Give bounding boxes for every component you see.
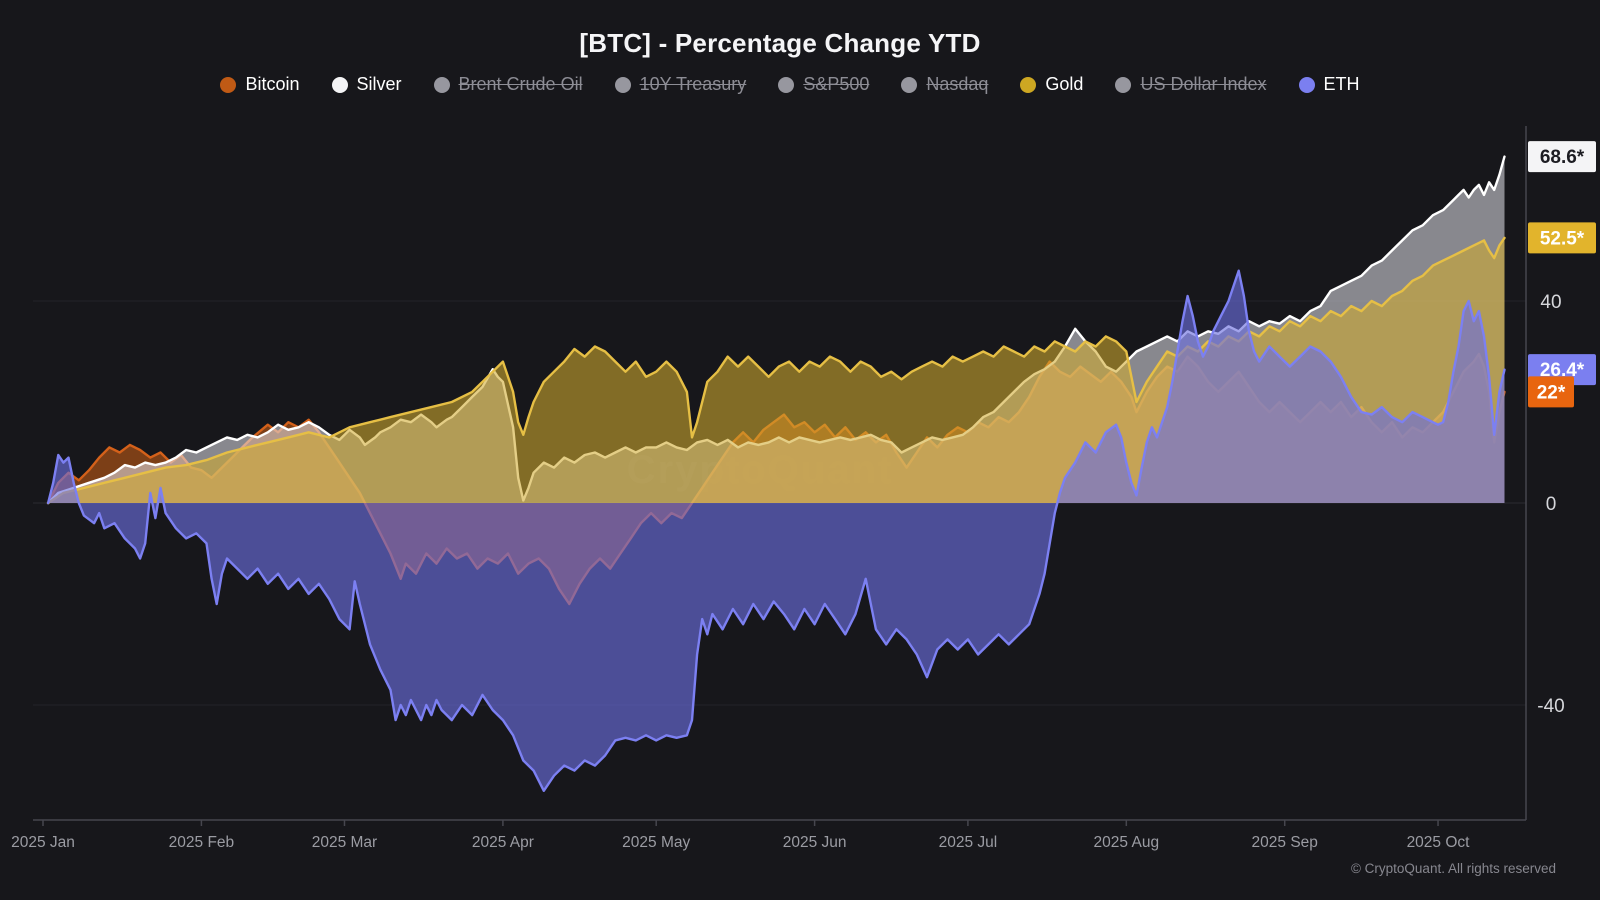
legend-dot-icon	[220, 76, 237, 93]
x-axis-label-2025-jan: 2025 Jan	[11, 834, 75, 851]
value-badge-label: 22*	[1537, 382, 1566, 403]
chart-legend: Bitcoin Silver Brent Crude Oil 10Y Treasury…	[0, 74, 1580, 95]
x-axis-label-2025-oct: 2025 Oct	[1407, 834, 1471, 851]
value-badge-label: 68.6*	[1540, 147, 1585, 168]
legend-item-label: Nasdaq	[926, 74, 989, 94]
value-badge-22	[1528, 376, 1574, 408]
legend-item-us-dollar-index[interactable]: US Dollar Index	[1115, 74, 1267, 95]
y-axis-label-40: 40	[1540, 292, 1561, 313]
series-line-eth	[46, 269, 1506, 792]
legend-item-10y-treasury[interactable]: 10Y Treasury	[614, 74, 747, 95]
x-axis-label-2025-jul: 2025 Jul	[939, 834, 998, 851]
legend-dot-icon	[433, 76, 450, 93]
value-badge-label: 52.5*	[1540, 228, 1585, 249]
y-axis-label--40: -40	[1537, 696, 1564, 717]
value-badge-label: 26.4*	[1540, 360, 1585, 381]
legend-item-label: US Dollar Index	[1140, 74, 1267, 94]
legend-item-label: S&P500	[803, 74, 870, 94]
x-axis-label-2025-sep: 2025 Sep	[1252, 834, 1318, 851]
legend-item-brent-crude-oil[interactable]: Brent Crude Oil	[433, 74, 583, 95]
series-line-gold	[46, 236, 1506, 505]
legend-dot-icon	[1020, 76, 1037, 93]
legend-item-label: Gold	[1045, 74, 1084, 94]
value-badge-52-5	[1528, 222, 1596, 254]
x-axis-label-2025-apr: 2025 Apr	[472, 834, 534, 851]
legend-item-label: Silver	[356, 74, 402, 94]
x-axis-label-2025-mar: 2025 Mar	[312, 834, 377, 851]
legend-item-eth[interactable]: ETH	[1298, 74, 1360, 95]
legend-dot-icon	[614, 76, 631, 93]
legend-item-silver[interactable]: Silver	[331, 74, 402, 95]
x-axis-label-2025-feb: 2025 Feb	[169, 834, 235, 851]
legend-dot-icon	[331, 76, 348, 93]
legend-item-label: ETH	[1323, 74, 1360, 94]
page-title: [BTC] - Percentage Change YTD	[579, 28, 981, 58]
legend-item-nasdaq[interactable]: Nasdaq	[901, 74, 988, 95]
x-axis-label-2025-aug: 2025 Aug	[1094, 834, 1160, 851]
legend-item-gold[interactable]: Gold	[1020, 74, 1083, 95]
legend-dot-icon	[901, 76, 918, 93]
legend-item-label: 10Y Treasury	[639, 74, 747, 94]
value-badge-68-6	[1528, 141, 1596, 173]
legend-dot-icon	[1115, 76, 1132, 93]
copyright-text: © CryptoQuant. All rights reserved	[1350, 861, 1556, 876]
x-axis-label-2025-jun: 2025 Jun	[783, 834, 847, 851]
legend-item-s-p500[interactable]: S&P500	[778, 74, 869, 95]
y-axis-label-0: 0	[1546, 494, 1557, 515]
legend-dot-icon	[778, 76, 795, 93]
legend-item-bitcoin[interactable]: Bitcoin	[220, 74, 300, 95]
legend-item-label: Brent Crude Oil	[458, 74, 583, 94]
x-axis-label-2025-may: 2025 May	[622, 834, 690, 851]
legend-item-label: Bitcoin	[245, 74, 300, 94]
legend-dot-icon	[1298, 76, 1315, 93]
series-area-eth	[48, 270, 1505, 791]
